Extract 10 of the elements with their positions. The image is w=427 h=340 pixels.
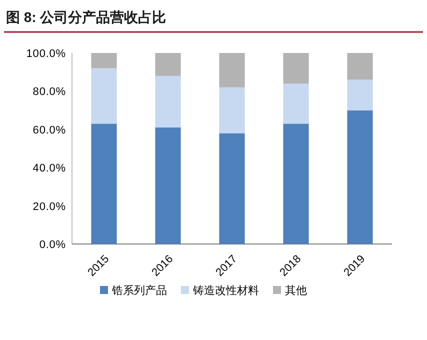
y-tick-label: 0.0% xyxy=(39,239,66,251)
title: 图 8: 公司分产品营收占比 xyxy=(6,9,166,25)
legend-label: 铸造改性材料 xyxy=(192,284,259,297)
y-tick-label: 60.0% xyxy=(32,124,66,136)
y-tick-label: 40.0% xyxy=(32,162,66,175)
y-tick-label: 20.0% xyxy=(32,200,66,213)
y-tick-label: 100.0% xyxy=(26,48,66,60)
y-tick-label: 80.0% xyxy=(32,86,66,98)
legend-label: 锆系列产品 xyxy=(111,284,167,297)
legend-label: 其他 xyxy=(285,284,307,297)
